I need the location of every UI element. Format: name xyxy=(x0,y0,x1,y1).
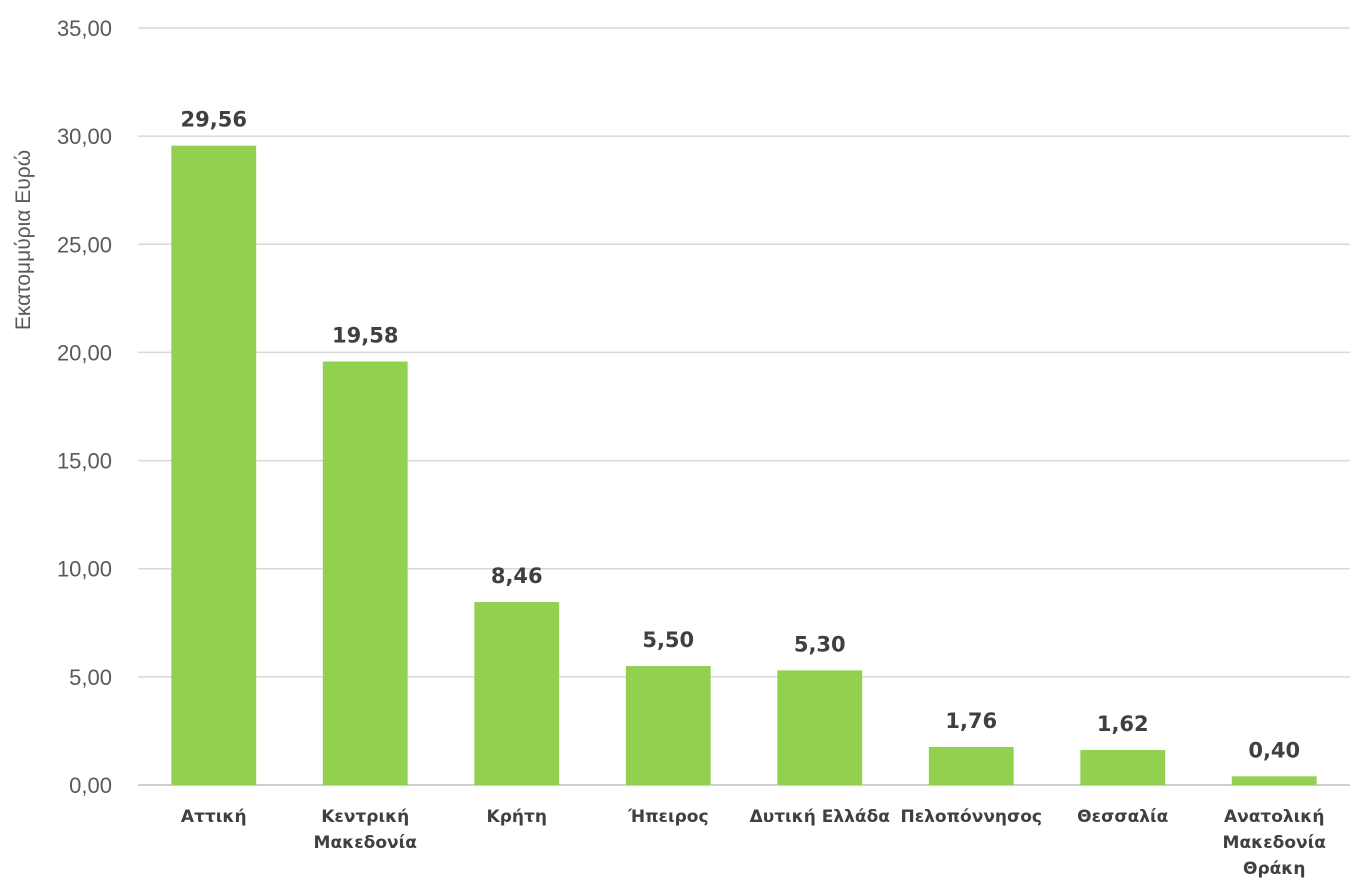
y-axis-ticks: 0,00 5,00 10,00 15,00 20,00 25,00 30,00 35,00 xyxy=(57,16,112,798)
x-tick-label: Αττική xyxy=(181,807,247,827)
bar xyxy=(928,746,1014,785)
y-tick-label: 10,00 xyxy=(57,557,112,582)
y-tick-label: 5,00 xyxy=(69,665,112,690)
data-label: 29,56 xyxy=(181,108,247,132)
x-tick-label: Ήπειρος xyxy=(627,807,709,827)
x-tick-label: Κρήτη xyxy=(487,807,547,827)
data-label: 5,30 xyxy=(794,632,846,656)
y-tick-label: 15,00 xyxy=(57,449,112,474)
gridlines xyxy=(138,27,1350,786)
x-tick-label: Κεντρική Μακεδονία xyxy=(314,807,417,853)
bar xyxy=(777,670,863,785)
x-tick-label: Ανατολική Μακεδονία Θράκη xyxy=(1223,807,1326,879)
data-label: 19,58 xyxy=(332,324,398,348)
y-tick-label: 30,00 xyxy=(57,124,112,149)
y-tick-label: 35,00 xyxy=(57,16,112,41)
y-tick-label: 20,00 xyxy=(57,340,112,365)
bar xyxy=(322,361,408,785)
x-tick-label: Δυτική Ελλάδα xyxy=(750,807,890,827)
data-labels: 29,56 19,58 8,46 5,50 5,30 1,76 1,62 0,40 xyxy=(181,108,1301,763)
bars xyxy=(171,145,1317,785)
data-label: 1,62 xyxy=(1097,712,1149,736)
bar xyxy=(474,602,560,785)
bar xyxy=(1080,749,1166,785)
x-tick-label: Πελοπόννησος xyxy=(900,807,1042,827)
data-label: 5,50 xyxy=(642,628,694,652)
bar xyxy=(625,666,711,785)
data-label: 1,76 xyxy=(945,709,997,733)
y-tick-label: 0,00 xyxy=(69,773,112,798)
bar xyxy=(171,145,257,785)
y-axis-label: Εκατομμύρια Ευρώ xyxy=(12,150,35,330)
y-tick-label: 25,00 xyxy=(57,232,112,257)
bar xyxy=(1231,776,1317,785)
data-label: 0,40 xyxy=(1248,738,1300,762)
data-label: 8,46 xyxy=(491,564,543,588)
x-axis-ticks: Αττική Κεντρική Μακεδονία Κρήτη Ήπειρος Δυτικ… xyxy=(181,807,1326,879)
x-tick-label: Θεσσαλία xyxy=(1077,807,1168,827)
